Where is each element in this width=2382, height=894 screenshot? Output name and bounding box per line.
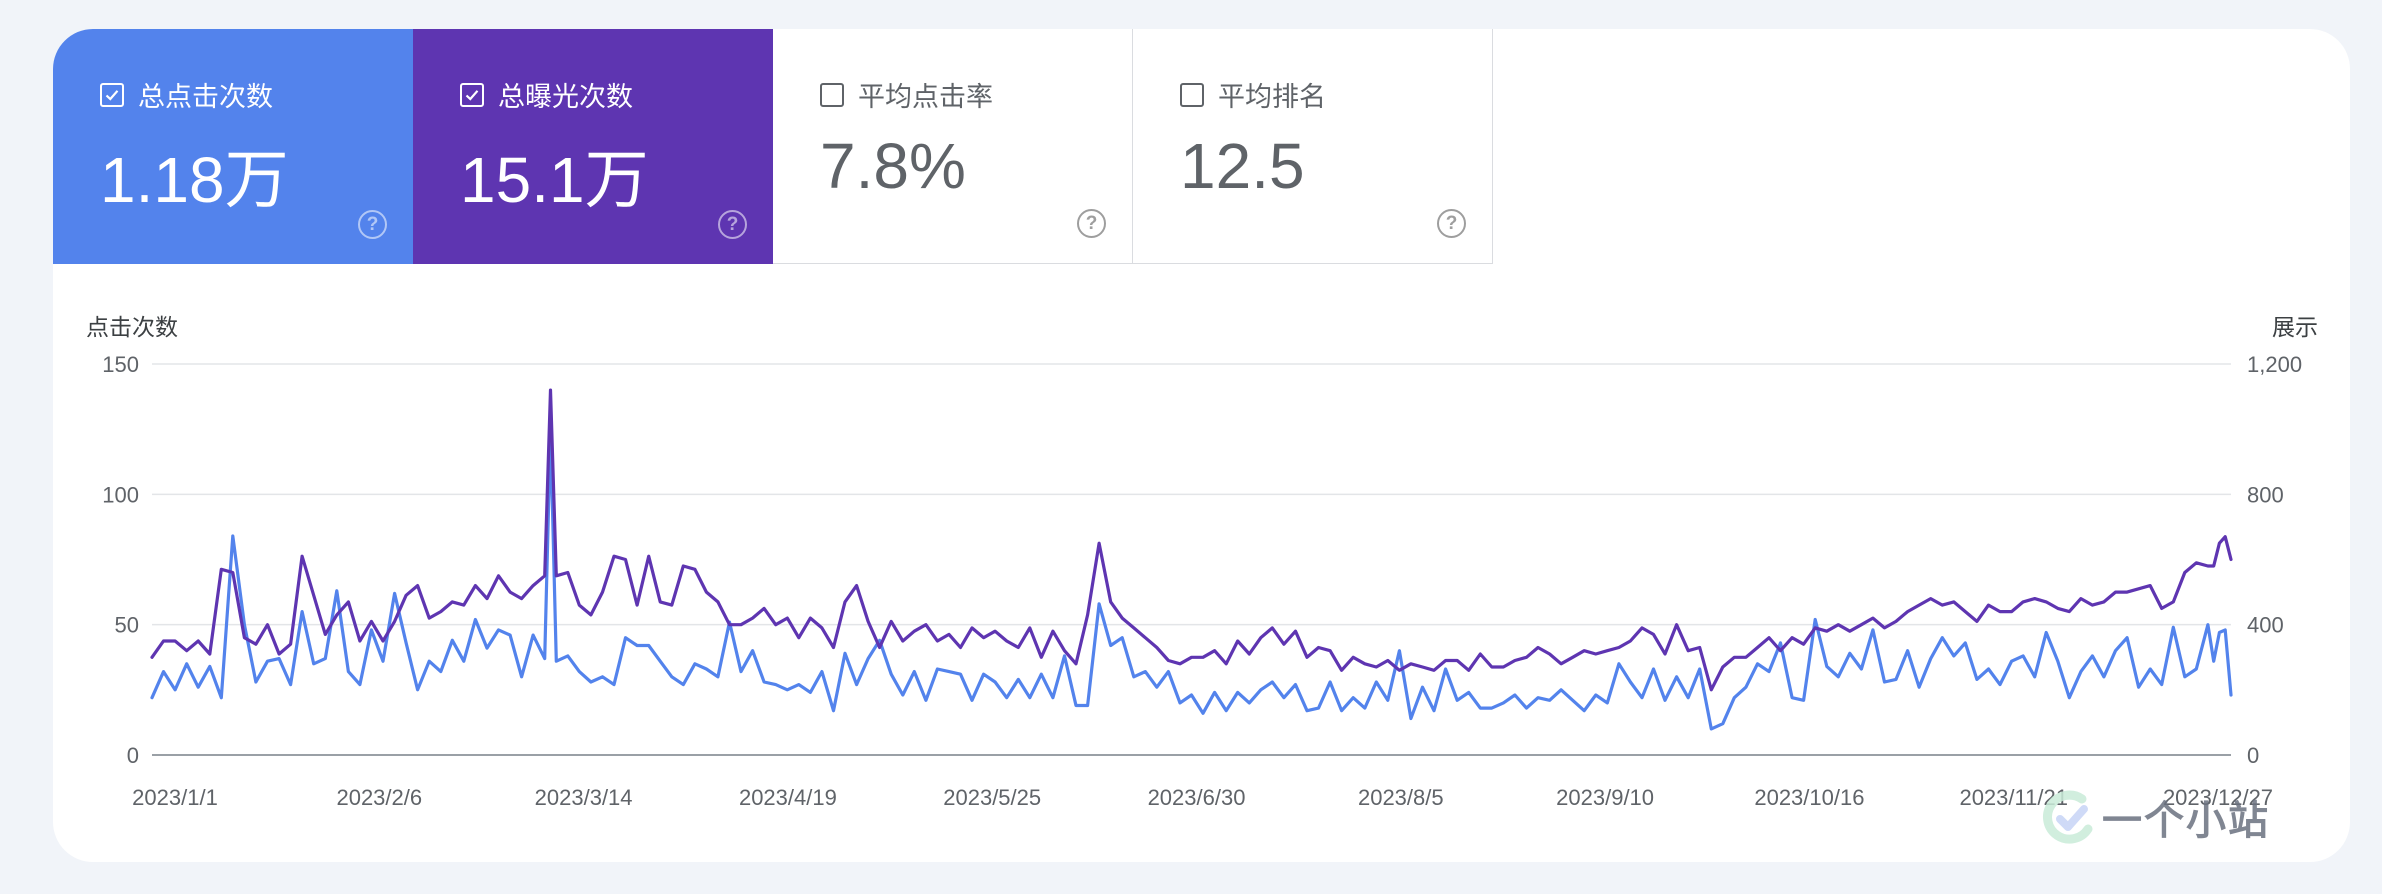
metric-label: 总曝光次数 bbox=[498, 82, 633, 112]
metric-selector: 总点击次数 1.18万 ? 总曝光次数 15.1万 ? 平均点击率 7.8% ? bbox=[53, 29, 1493, 264]
metric-card-average-ctr[interactable]: 平均点击率 7.8% ? bbox=[773, 29, 1133, 264]
metric-label: 平均点击率 bbox=[858, 82, 993, 112]
x-tick-label: 2023/1/1 bbox=[132, 785, 218, 810]
metric-value: 1.18万 bbox=[100, 144, 289, 216]
performance-card: 总点击次数 1.18万 ? 总曝光次数 15.1万 ? 平均点击率 7.8% ? bbox=[53, 29, 2350, 862]
y-tick-label-right: 0 bbox=[2247, 743, 2259, 768]
checkbox-unchecked-icon[interactable] bbox=[1180, 82, 1204, 107]
x-tick-label: 2023/12/27 bbox=[2163, 785, 2273, 810]
left-axis-label: 点击次数 bbox=[86, 314, 178, 340]
y-tick-label-left: 50 bbox=[115, 613, 139, 638]
y-tick-label-left: 100 bbox=[102, 482, 139, 507]
y-tick-label-right: 800 bbox=[2247, 482, 2284, 507]
x-tick-label: 2023/6/30 bbox=[1148, 785, 1246, 810]
x-tick-label: 2023/5/25 bbox=[943, 785, 1041, 810]
performance-chart[interactable]: 0 50 100 150 0 400 800 1,200 点击次数 展示 2023/1/1 2023/… bbox=[53, 29, 2350, 862]
site-logo-icon bbox=[2043, 790, 2093, 844]
y-tick-label-right: 400 bbox=[2247, 613, 2284, 638]
metric-label: 总点击次数 bbox=[138, 82, 273, 112]
x-tick-label: 2023/9/10 bbox=[1556, 785, 1654, 810]
checkbox-checked-icon[interactable] bbox=[460, 82, 484, 107]
x-tick-label: 2023/8/5 bbox=[1358, 785, 1444, 810]
metric-value: 15.1万 bbox=[460, 144, 649, 216]
x-tick-label: 2023/3/14 bbox=[535, 785, 633, 810]
series-line-impressions bbox=[150, 388, 2233, 692]
help-icon[interactable]: ? bbox=[718, 210, 747, 239]
x-tick-label: 2023/4/19 bbox=[739, 785, 837, 810]
y-tick-label-right: 1,200 bbox=[2247, 352, 2302, 377]
x-tick-label: 2023/2/6 bbox=[336, 785, 422, 810]
checkbox-checked-icon[interactable] bbox=[100, 82, 124, 107]
metric-value: 7.8% bbox=[820, 130, 966, 202]
metric-card-average-position[interactable]: 平均排名 12.5 ? bbox=[1133, 29, 1493, 264]
help-icon[interactable]: ? bbox=[358, 210, 387, 239]
checkbox-unchecked-icon[interactable] bbox=[820, 82, 844, 107]
metric-label: 平均排名 bbox=[1218, 82, 1326, 112]
help-icon[interactable]: ? bbox=[1437, 209, 1466, 238]
help-icon[interactable]: ? bbox=[1077, 209, 1106, 238]
watermark: 一个小站 bbox=[2038, 785, 2270, 849]
right-axis-label: 展示 bbox=[2272, 314, 2318, 340]
series-line-clicks bbox=[150, 427, 2233, 731]
y-tick-label-left: 150 bbox=[102, 352, 139, 377]
metric-value: 12.5 bbox=[1180, 130, 1305, 202]
x-tick-label: 2023/10/16 bbox=[1754, 785, 1864, 810]
metric-card-total-clicks[interactable]: 总点击次数 1.18万 ? bbox=[53, 29, 413, 264]
metric-card-total-impressions[interactable]: 总曝光次数 15.1万 ? bbox=[413, 29, 773, 264]
watermark-text: 一个小站 bbox=[2102, 799, 2270, 843]
y-tick-label-left: 0 bbox=[127, 743, 139, 768]
